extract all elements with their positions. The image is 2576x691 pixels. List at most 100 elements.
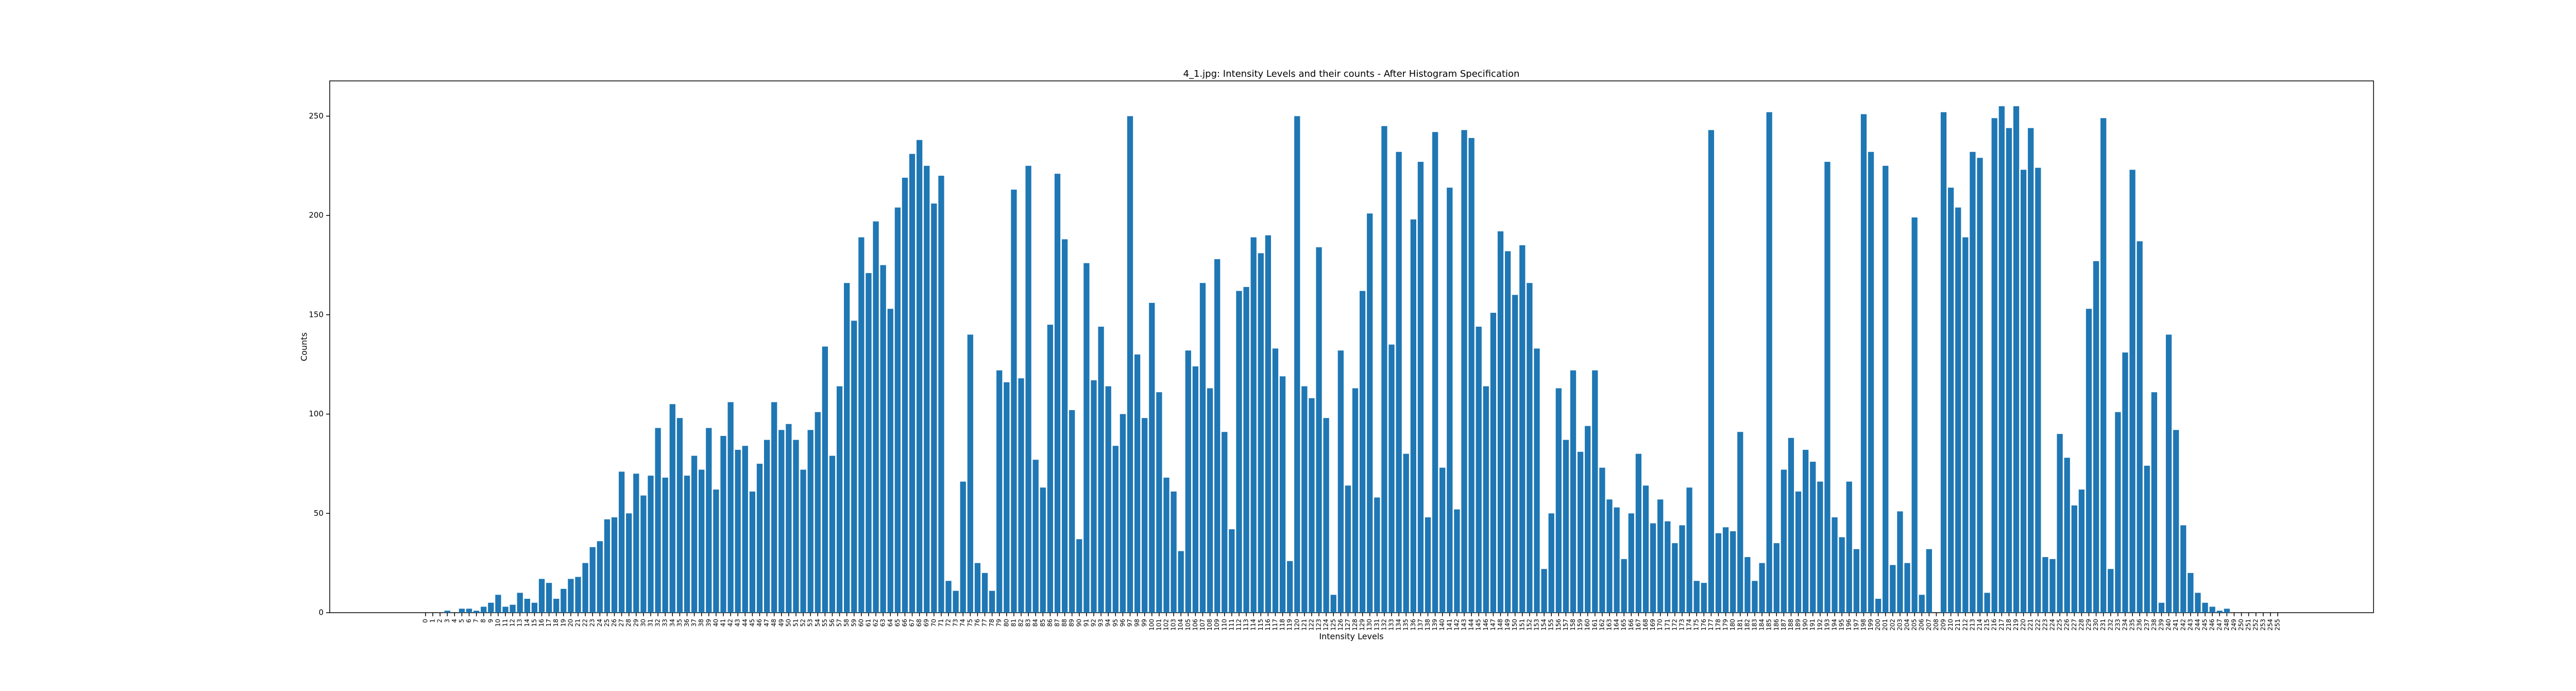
bar [1076,539,1082,613]
x-tick-label: 124 [1323,619,1330,631]
x-tick-label: 112 [1235,619,1242,631]
x-tick-label: 33 [662,619,669,627]
plot-frame [329,80,2374,613]
bar [2188,572,2194,613]
x-tick-label: 164 [1613,619,1620,631]
x-tick-label: 119 [1286,619,1293,631]
x-tick-label: 247 [2216,619,2223,631]
x-tick-label: 134 [1395,619,1402,631]
bar [909,154,916,613]
x-tick-label: 82 [1018,619,1025,627]
bar [1222,432,1228,613]
x-tick-label: 97 [1126,619,1133,627]
bar [1309,398,1315,613]
x-tick-label: 251 [2245,619,2252,631]
x-tick-label: 209 [1940,619,1947,631]
bar [1120,414,1126,613]
x-tick-label: 149 [1504,619,1511,631]
bar [2086,309,2092,613]
bar [1766,112,1772,613]
bar [1853,549,1859,613]
bar [676,418,683,613]
x-tick-label: 60 [857,619,865,627]
bar [1810,462,1816,613]
x-tick-label: 197 [1853,619,1860,631]
bar [851,321,857,613]
x-tick-label: 186 [1773,619,1780,631]
x-tick-label: 74 [959,619,967,627]
x-tick-label: 70 [930,619,937,627]
bar [1207,388,1213,613]
bar [1665,521,1671,613]
x-tick-label: 106 [1192,619,1199,631]
x-tick-label: 238 [2150,619,2158,631]
x-tick-label: 248 [2223,619,2230,631]
x-tick-label: 84 [1032,619,1039,627]
bar [473,611,480,613]
bar [1410,219,1416,613]
bar [1396,151,1402,613]
bar [1105,386,1111,613]
x-tick-label: 31 [647,619,654,627]
x-tick-label: 62 [872,619,879,627]
bar [945,581,952,613]
x-tick-label: 29 [632,619,639,627]
x-tick-label: 146 [1482,619,1489,631]
x-tick-label: 203 [1896,619,1903,631]
x-tick-label: 173 [1678,619,1685,631]
x-tick-label: 86 [1046,619,1054,627]
x-tick-label: 235 [2129,619,2136,631]
bar [1737,432,1743,613]
bar [894,207,901,613]
x-tick-label: 147 [1489,619,1497,631]
x-tick-label: 8 [480,619,487,623]
x-tick-label: 229 [2085,619,2092,631]
x-tick-label: 59 [850,619,857,627]
x-tick-label: 222 [2034,619,2041,631]
x-tick-label: 41 [719,619,726,627]
x-tick-label: 151 [1518,619,1526,631]
x-tick-label: 75 [967,619,974,627]
x-tick-label: 109 [1213,619,1221,631]
x-tick-label: 219 [2012,619,2020,631]
bar [546,583,552,613]
x-tick-label: 249 [2230,619,2238,631]
bar [1773,543,1780,613]
bar [996,370,1003,613]
x-tick-label: 39 [705,619,712,627]
bar [1904,563,1910,613]
bar [1185,350,1191,613]
x-tick-label: 207 [1925,619,1933,631]
bar [1279,376,1286,613]
x-tick-label: 213 [1969,619,1976,631]
x-tick-label: 230 [2092,619,2099,631]
bar [2042,557,2048,613]
x-tick-label: 98 [1133,619,1141,627]
bar [1803,449,1809,613]
x-tick-label: 148 [1497,619,1504,631]
x-tick-label: 18 [552,619,560,627]
x-tick-label: 34 [669,619,676,627]
x-tick-label: 141 [1446,619,1453,631]
x-tick-label: 107 [1199,619,1206,631]
x-tick-label: 32 [654,619,662,627]
bar [1744,557,1751,613]
x-tick-label: 105 [1184,619,1192,631]
bar [720,435,726,613]
x-tick-label: 162 [1598,619,1605,631]
bar [2013,106,2020,613]
x-tick-label: 179 [1722,619,1729,631]
bar [517,593,523,613]
x-tick-label: 211 [1954,619,1961,631]
bar [1875,599,1882,613]
x-tick-label: 121 [1300,619,1308,631]
bar [778,430,785,613]
bar [1832,517,1838,613]
x-tick-label: 218 [2005,619,2012,631]
bar [1970,151,1976,613]
x-tick-label: 67 [908,619,916,627]
bar [459,609,465,613]
bar [2100,118,2107,613]
bar [2078,490,2085,613]
